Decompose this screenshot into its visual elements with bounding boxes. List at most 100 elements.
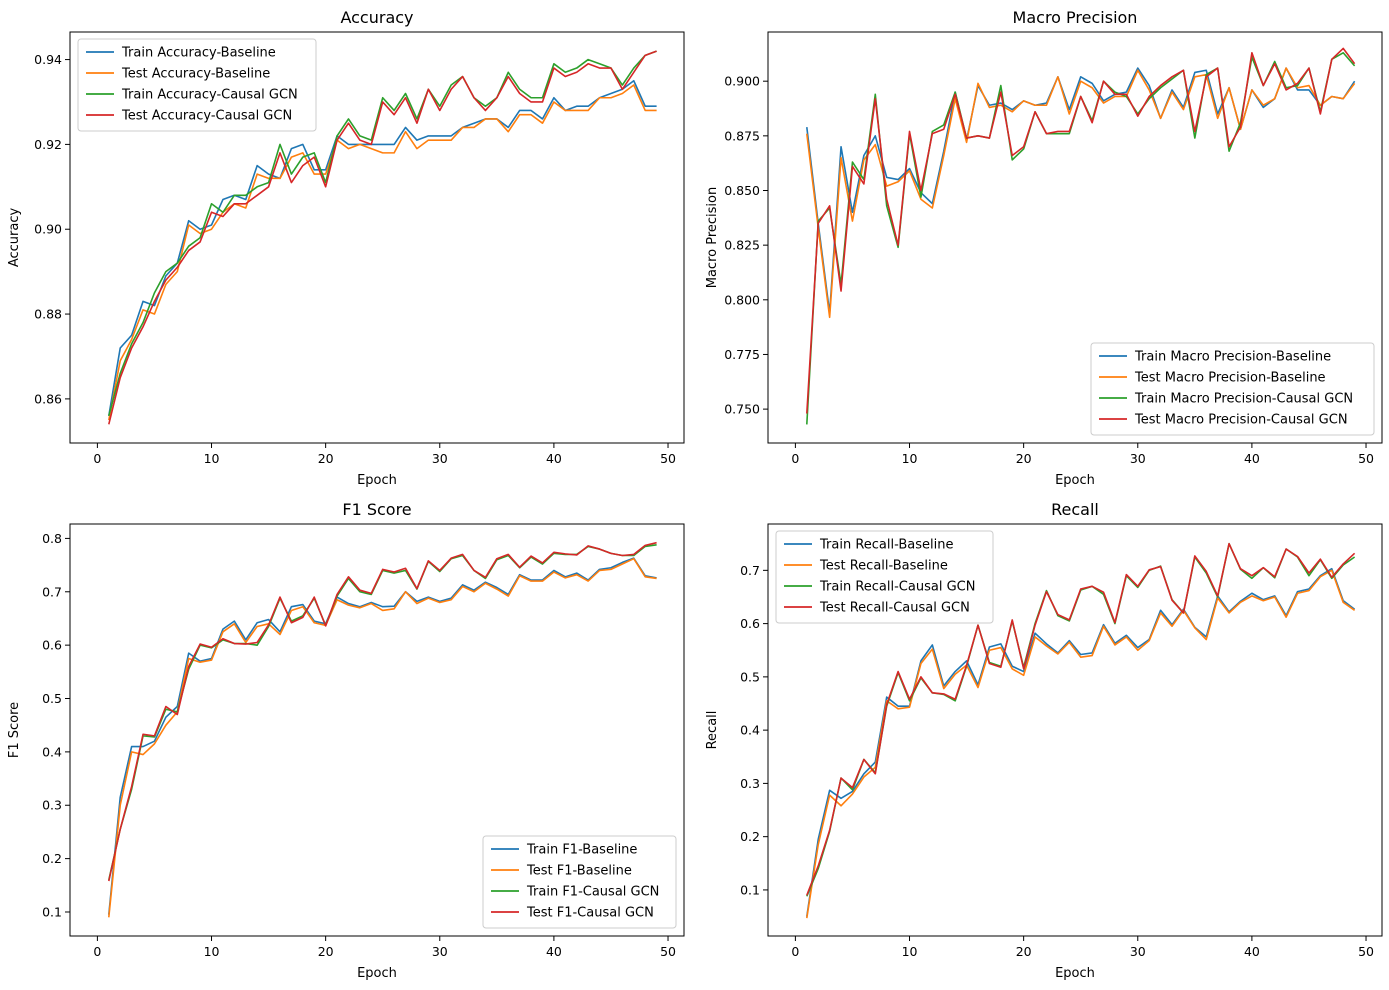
series-line-test-f1-baseline	[108, 557, 657, 918]
x-tick-label: 10	[204, 451, 220, 466]
y-tick-label: 0.900	[724, 74, 760, 89]
x-tick-label: 30	[1130, 451, 1146, 466]
legend-label: Test F1-Baseline	[526, 864, 632, 879]
y-tick-label: 0.6	[740, 616, 760, 631]
y-tick-label: 0.4	[740, 723, 760, 738]
y-axis-label: Recall	[705, 711, 720, 750]
legend-label: Test Accuracy-Baseline	[121, 67, 270, 82]
y-tick-label: 0.3	[42, 798, 62, 813]
chart-panel-0: Accuracy 0 10 20 30 40 50 0.86 0.88 0.90 0.92 0.94 E…	[7, 8, 685, 488]
x-tick-label: 50	[1358, 451, 1374, 466]
y-tick-label: 0.8	[42, 531, 62, 546]
x-tick-label: 20	[1016, 451, 1032, 466]
plot-frame	[69, 523, 685, 937]
y-tick-label: 0.2	[740, 829, 760, 844]
x-axis-label: Epoch	[357, 473, 397, 488]
y-tick-label: 0.7	[740, 563, 760, 578]
legend-label: Test Macro Precision-Baseline	[1134, 371, 1326, 386]
legend-box	[775, 530, 994, 624]
x-tick-label: 0	[791, 451, 799, 466]
x-axis-label: Epoch	[357, 966, 397, 981]
series-line-train-f1-baseline	[108, 557, 657, 915]
x-tick-label: 40	[1244, 944, 1260, 959]
y-tick-label: 0.1	[42, 904, 62, 919]
y-tick-label: 0.1	[740, 882, 760, 897]
y-tick-label: 0.94	[34, 52, 62, 67]
y-axis-label: Macro Precision	[705, 187, 720, 288]
plot-frame	[767, 31, 1383, 444]
series-line-train-recall-baseline	[806, 567, 1356, 917]
legend-label: Train F1-Baseline	[526, 843, 637, 858]
x-tick-label: 40	[546, 451, 562, 466]
legend-label: Train Macro Precision-Causal GCN	[1134, 392, 1353, 407]
y-tick-label: 0.800	[724, 292, 760, 307]
y-tick-label: 0.750	[724, 402, 760, 417]
y-tick-label: 0.875	[724, 128, 760, 143]
x-axis-label: Epoch	[1055, 966, 1095, 981]
x-tick-label: 30	[1130, 944, 1146, 959]
series-line-test-recall-baseline	[806, 569, 1356, 919]
y-tick-label: 0.92	[34, 137, 62, 152]
x-tick-label: 50	[660, 944, 676, 959]
y-tick-label: 0.7	[42, 584, 62, 599]
plot-frame	[767, 523, 1383, 937]
legend-box	[77, 38, 317, 132]
x-tick-label: 20	[1016, 944, 1032, 959]
legend-label: Test Recall-Causal GCN	[819, 601, 970, 616]
x-tick-label: 50	[1358, 944, 1374, 959]
y-tick-label: 0.86	[34, 391, 62, 406]
legend-label: Train Accuracy-Causal GCN	[121, 88, 298, 103]
legend-label: Test Accuracy-Causal GCN	[121, 109, 292, 124]
x-tick-label: 40	[546, 944, 562, 959]
legend-label: Train F1-Causal GCN	[526, 885, 659, 900]
legend: Train F1-Baseline Test F1-Baseline Train F…	[482, 835, 677, 929]
x-tick-label: 10	[902, 451, 918, 466]
x-tick-label: 20	[318, 944, 334, 959]
y-tick-label: 0.825	[724, 238, 760, 253]
x-tick-label: 30	[432, 944, 448, 959]
x-tick-label: 40	[1244, 451, 1260, 466]
series-line-test-macro-precision-causal-gcn	[806, 47, 1356, 414]
x-tick-label: 50	[660, 451, 676, 466]
y-tick-label: 0.3	[740, 776, 760, 791]
legend: Train Macro Precision-Baseline Test Macro…	[1090, 342, 1375, 436]
y-tick-label: 0.5	[740, 669, 760, 684]
y-tick-label: 0.2	[42, 851, 62, 866]
chart-panel-2: F1 Score 0 10 20 30 40 50 0.1 0.2 0.3 0.4 0.5 0.6 0.7…	[7, 500, 685, 981]
y-tick-label: 0.775	[724, 347, 760, 362]
chart-title: F1 Score	[342, 500, 411, 519]
y-tick-label: 0.6	[42, 638, 62, 653]
x-tick-label: 0	[93, 451, 101, 466]
chart-title: Accuracy	[340, 8, 413, 27]
legend: Train Accuracy-Baseline Test Accuracy-Bas…	[77, 38, 317, 132]
chart-title: Macro Precision	[1013, 8, 1138, 27]
chart-title: Recall	[1051, 500, 1099, 519]
legend-label: Test F1-Causal GCN	[526, 906, 654, 921]
x-tick-label: 10	[902, 944, 918, 959]
series-line-test-recall-causal-gcn	[806, 542, 1356, 896]
legend-box	[1090, 342, 1375, 436]
x-tick-label: 10	[204, 944, 220, 959]
x-tick-label: 20	[318, 451, 334, 466]
y-tick-label: 0.90	[34, 222, 62, 237]
legend: Train Recall-Baseline Test Recall-Baselin…	[775, 530, 994, 624]
legend-label: Test Recall-Baseline	[819, 559, 948, 574]
y-axis-label: F1 Score	[7, 702, 22, 758]
series-line-test-accuracy-causal-gcn	[108, 50, 657, 425]
y-tick-label: 0.88	[34, 307, 62, 322]
x-axis-label: Epoch	[1055, 473, 1095, 488]
y-tick-label: 0.850	[724, 183, 760, 198]
y-axis-label: Accuracy	[7, 208, 22, 268]
legend-label: Test Macro Precision-Causal GCN	[1134, 413, 1348, 428]
series-line-train-accuracy-causal-gcn	[108, 50, 657, 417]
plot-frame	[69, 31, 685, 444]
y-tick-label: 0.5	[42, 691, 62, 706]
series-line-test-macro-precision-baseline	[806, 67, 1356, 319]
legend-label: Train Accuracy-Baseline	[121, 46, 276, 61]
legend-label: Train Macro Precision-Baseline	[1134, 350, 1331, 365]
legend-box	[482, 835, 677, 929]
chart-panel-1: Macro Precision 0 10 20 30 40 50 0.750 0.775 0.80…	[705, 8, 1383, 488]
legend-label: Train Recall-Baseline	[819, 538, 953, 553]
y-tick-label: 0.4	[42, 744, 62, 759]
